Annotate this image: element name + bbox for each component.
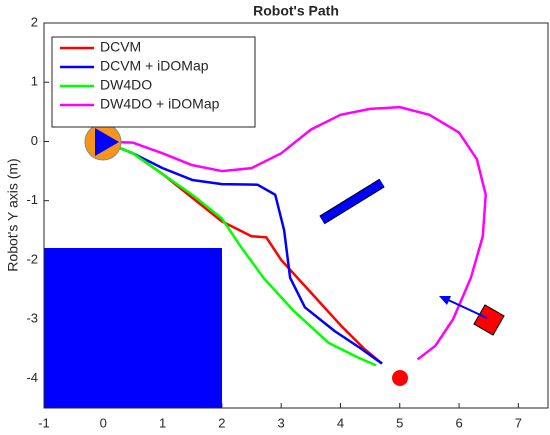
x-tick-label: 7: [515, 415, 522, 430]
plot-area: [43, 22, 519, 408]
moving-obstacle: [319, 179, 385, 224]
legend-label: DW4DO + iDOMap: [100, 96, 220, 112]
y-tick-label: -4: [26, 370, 38, 385]
series-line: [103, 105, 487, 361]
series-line: [102, 140, 383, 365]
chart-title: Robot's Path: [253, 3, 339, 19]
legend-label: DW4DO: [100, 77, 152, 93]
x-tick-label: 4: [337, 415, 344, 430]
legend-box: [51, 36, 256, 128]
y-tick-label: 2: [31, 14, 38, 29]
x-tick-label: 0: [100, 415, 107, 430]
x-tick-label: 3: [278, 415, 285, 430]
velocity-arrow: [445, 298, 488, 319]
legend-label: DCVM + iDOMap: [100, 58, 209, 74]
x-tick-label: -1: [38, 415, 50, 430]
y-tick-label: 1: [31, 74, 38, 89]
axes-box: [43, 22, 549, 409]
y-tick-label: -3: [26, 311, 38, 326]
velocity-arrow-head: [439, 296, 451, 305]
x-tick-label: 5: [396, 415, 403, 430]
robot-heading: [95, 128, 119, 156]
legend: DCVM DCVM + iDOMap DW4DO DW4DO + iDOMap: [51, 36, 256, 128]
goal: [392, 370, 408, 386]
x-tick-label: 6: [455, 415, 462, 430]
y-tick-label: 0: [31, 133, 38, 148]
obstacle-wall: [44, 248, 222, 408]
x-tick-label: 2: [218, 415, 225, 430]
y-tick-label: -2: [26, 251, 38, 266]
legend-label: DCVM: [100, 39, 141, 55]
series-line: [102, 140, 377, 367]
x-tick-label: 1: [159, 415, 166, 430]
moving-obstacle-square: [473, 304, 505, 336]
y-tick-label: -1: [26, 192, 38, 207]
y-axis-label: Robot's Y axis (m): [5, 158, 21, 271]
